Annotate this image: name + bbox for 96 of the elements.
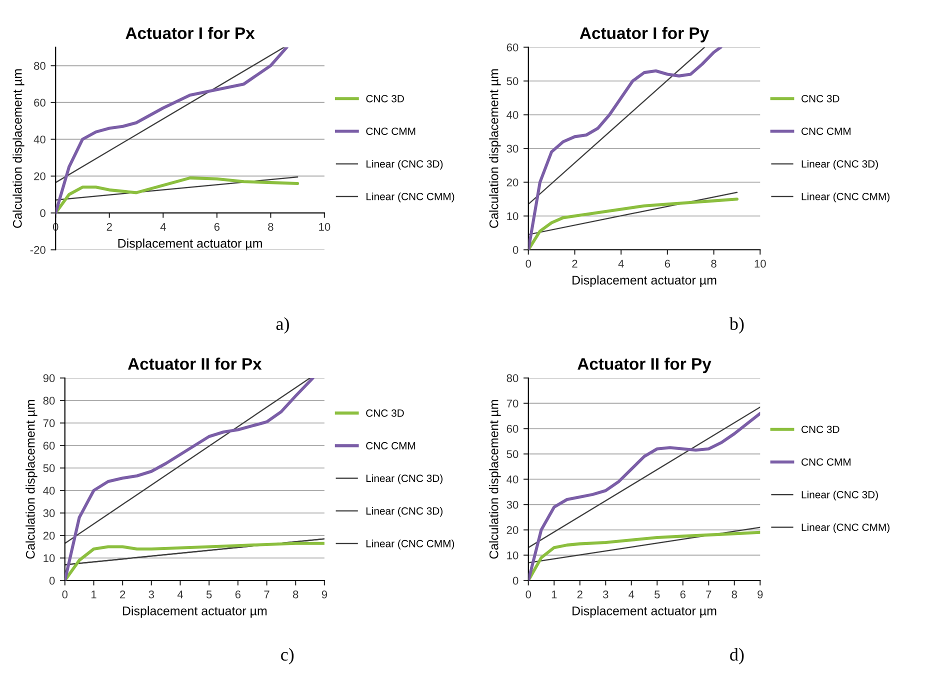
x-tick-label: 2 <box>572 260 578 268</box>
y-tick-label: 60 <box>43 442 55 450</box>
x-tick-label: 4 <box>618 260 624 268</box>
text: d) <box>730 648 744 664</box>
x-axis-title: Displacement actuator µm <box>572 606 716 618</box>
legend-label: CNC CMM <box>802 128 850 135</box>
x-tick-label: 9 <box>322 590 328 598</box>
x-tick-label: 0 <box>526 590 532 598</box>
text: b) <box>729 317 744 334</box>
y-tick-label: 40 <box>506 111 518 119</box>
x-axis-title: Displacement actuator µm <box>118 238 262 250</box>
y-tick-label: 70 <box>506 400 518 408</box>
legend-label: CNC 3D <box>366 94 404 102</box>
y-tick-label: 50 <box>43 464 55 472</box>
text: a) <box>276 317 289 334</box>
y-axis-title: Calculation displacement µm <box>26 400 38 559</box>
y-tick-label: 40 <box>43 486 55 495</box>
legend-label: CNC 3D <box>802 426 840 434</box>
x-tick-label: 8 <box>293 590 298 598</box>
legend-label: Linear (CNC CMM) <box>802 523 890 534</box>
x-axis-title: Displacement actuator µm <box>122 606 267 618</box>
chart-title: Actuator I for Px <box>126 26 255 40</box>
chart-title: Actuator I for Py <box>580 26 709 42</box>
legend-label: Linear (CNC 3D) <box>366 474 443 484</box>
y-tick-label: 30 <box>506 500 518 509</box>
x-tick-label: 4 <box>160 223 166 231</box>
x-tick-label: 2 <box>106 222 112 231</box>
y-tick-label: 70 <box>43 419 55 428</box>
x-tick-label: 10 <box>319 222 330 231</box>
x-tick-label: 1 <box>91 590 96 598</box>
legend-label: CNC CMM <box>366 128 416 135</box>
legend-label: CNC 3D <box>366 409 404 417</box>
x-tick-label: 6 <box>664 260 670 268</box>
legend-label: Linear (CNC CMM) <box>802 192 890 202</box>
x-tick-label: 3 <box>602 590 608 598</box>
y-tick-label: 20 <box>506 526 518 534</box>
x-tick-label: 4 <box>177 590 184 598</box>
x-tick-label: 6 <box>680 590 686 598</box>
x-tick-label: 5 <box>654 590 660 598</box>
x-tick-label: 8 <box>711 260 716 268</box>
x-tick-label: 3 <box>148 590 154 598</box>
legend-label: Linear (CNC 3D) <box>366 507 443 517</box>
y-tick-label: 30 <box>506 144 518 153</box>
x-tick-label: 2 <box>577 590 582 598</box>
x-tick-label: 6 <box>235 590 241 598</box>
text: c) <box>281 648 294 664</box>
legend-label: Linear (CNC 3D) <box>366 160 443 170</box>
y-tick-label: 60 <box>34 98 46 107</box>
y-axis-title: Calculation displacement µm <box>489 69 501 228</box>
y-tick-label: 10 <box>44 554 55 562</box>
y-tick-label: 0 <box>512 576 518 585</box>
y-tick-label: 60 <box>506 44 518 52</box>
x-tick-label: 5 <box>206 590 212 598</box>
x-tick-label: 0 <box>526 260 532 268</box>
y-axis-title: Calculation displacement µm <box>489 400 501 559</box>
y-tick-label: 0 <box>49 576 55 585</box>
legend-label: CNC CMM <box>802 458 850 466</box>
y-tick-label: 80 <box>34 62 46 70</box>
legend-label: CNC CMM <box>366 442 416 450</box>
x-tick-label: 9 <box>758 590 763 598</box>
x-tick-label: 0 <box>62 590 68 598</box>
legend-label: Linear (CNC CMM) <box>366 540 454 550</box>
y-tick-label: 0 <box>40 209 46 218</box>
y-tick-label: 50 <box>506 77 518 86</box>
x-tick-label: 7 <box>264 590 270 598</box>
y-tick-label: 10 <box>507 212 518 220</box>
y-axis-title: Calculation displacement µm <box>12 69 24 228</box>
y-tick-label: 20 <box>34 172 46 180</box>
y-tick-label: -20 <box>30 246 46 254</box>
x-tick-label: 4 <box>628 590 634 598</box>
x-tick-label: 8 <box>268 222 274 231</box>
x-tick-label: 1 <box>552 590 557 598</box>
x-axis-title: Displacement actuator µm <box>572 275 716 288</box>
y-tick-label: 80 <box>506 374 518 382</box>
x-tick-label: 10 <box>754 260 766 268</box>
y-tick-label: 20 <box>506 178 518 186</box>
y-tick-label: 20 <box>43 532 55 540</box>
legend-label: CNC 3D <box>802 94 840 102</box>
legend-label: Linear (CNC 3D) <box>802 490 878 500</box>
y-tick-label: 10 <box>507 551 518 560</box>
x-tick-label: 7 <box>706 590 712 598</box>
y-tick-label: 30 <box>43 509 55 518</box>
legend-label: Linear (CNC CMM) <box>366 192 454 202</box>
y-tick-label: 0 <box>512 246 518 254</box>
x-tick-label: 2 <box>120 590 126 598</box>
y-tick-label: 40 <box>506 476 518 484</box>
chart-title: Actuator II for Px <box>128 358 262 370</box>
chart-title: Actuator II for Py <box>578 358 712 374</box>
x-tick-label: 8 <box>732 590 737 598</box>
y-tick-label: 50 <box>506 450 518 458</box>
y-tick-label: 80 <box>43 396 55 405</box>
y-tick-label: 60 <box>506 424 518 433</box>
legend-label: Linear (CNC 3D) <box>802 160 878 170</box>
x-tick-label: 6 <box>214 222 220 231</box>
y-tick-label: 90 <box>43 374 55 382</box>
y-tick-label: 40 <box>34 136 46 144</box>
